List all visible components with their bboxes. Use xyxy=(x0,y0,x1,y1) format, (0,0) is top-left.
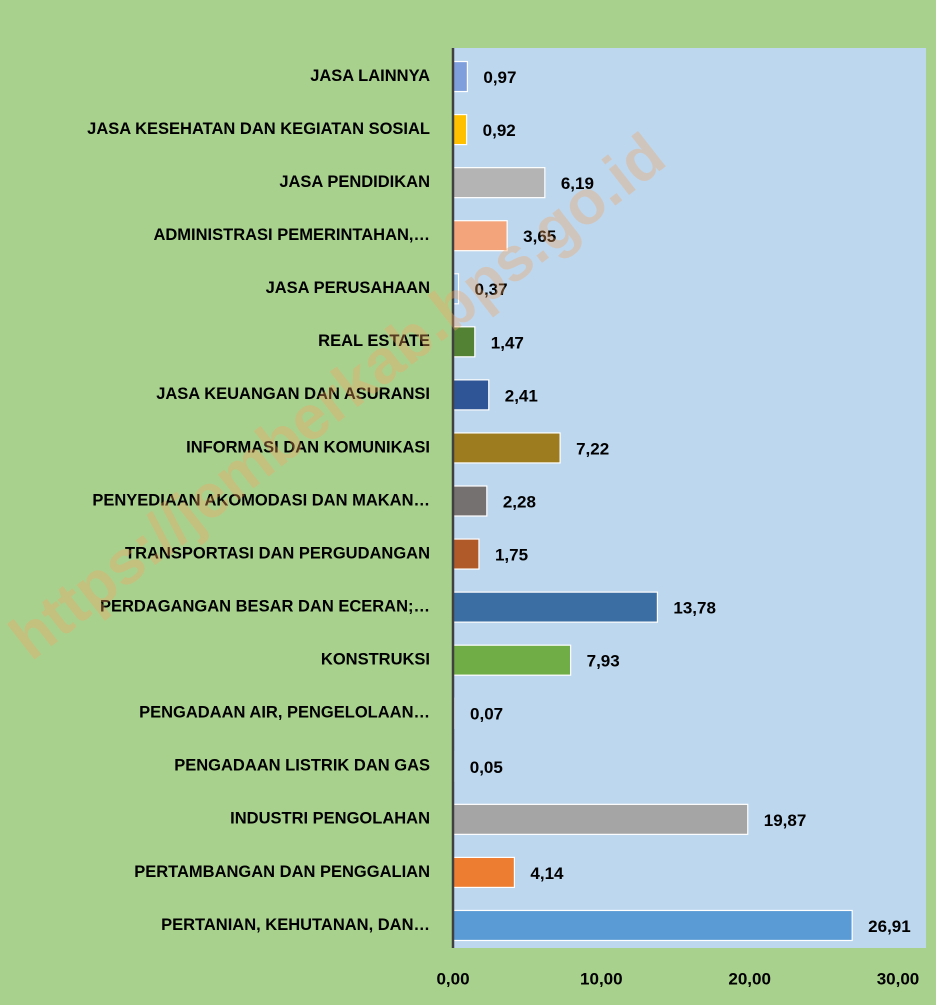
y-tick-label: PERTAMBANGAN DAN PENGGALIAN xyxy=(134,863,430,881)
bar xyxy=(452,856,516,889)
x-tick-label: 10,00 xyxy=(580,969,623,988)
y-tick-label: JASA KESEHATAN DAN KEGIATAN SOSIAL xyxy=(87,120,430,138)
y-tick-label: PENGADAAN AIR, PENGELOLAAN… xyxy=(139,704,430,722)
x-tick-label: 30,00 xyxy=(877,969,920,988)
data-label: 7,93 xyxy=(587,652,620,671)
bar xyxy=(452,432,561,464)
y-tick-label: PERDAGANGAN BESAR DAN ECERAN;… xyxy=(100,597,430,615)
y-tick-label: INDUSTRI PENGOLAHAN xyxy=(230,810,430,828)
y-tick-label: KONSTRUKSI xyxy=(321,651,430,669)
bar xyxy=(452,644,572,676)
y-tick-label: JASA LAINNYA xyxy=(310,67,430,85)
y-tick-label: JASA KEUANGAN DAN ASURANSI xyxy=(156,385,430,403)
bar xyxy=(452,803,749,835)
y-tick-label: JASA PENDIDIKAN xyxy=(279,173,430,191)
bar xyxy=(452,591,659,623)
data-label: 13,78 xyxy=(673,599,716,618)
data-label: 4,14 xyxy=(530,864,564,883)
data-label: 0,37 xyxy=(474,280,507,299)
y-tick-label: INFORMASI DAN KOMUNIKASI xyxy=(186,438,430,456)
y-tick-label: REAL ESTATE xyxy=(318,332,430,350)
y-tick-label: JASA PERUSAHAAN xyxy=(266,279,430,297)
data-label: 1,47 xyxy=(491,333,524,352)
data-label: 1,75 xyxy=(495,546,528,565)
x-tick-label: 0,00 xyxy=(436,969,469,988)
bar xyxy=(452,379,490,411)
data-label: 3,65 xyxy=(523,227,556,246)
bar xyxy=(452,485,488,517)
data-label: 0,07 xyxy=(470,705,503,724)
data-label: 2,41 xyxy=(505,386,538,405)
data-label: 0,97 xyxy=(483,68,516,87)
bar xyxy=(452,538,480,570)
data-label: 0,92 xyxy=(483,121,516,140)
y-tick-label: PENGADAAN LISTRIK DAN GAS xyxy=(174,757,430,775)
bar xyxy=(452,909,853,942)
y-tick-label: PERTANIAN, KEHUTANAN, DAN… xyxy=(161,916,430,934)
data-label: 26,91 xyxy=(868,917,911,936)
data-label: 6,19 xyxy=(561,174,594,193)
data-label: 7,22 xyxy=(576,439,609,458)
bar xyxy=(452,220,508,252)
data-label: 0,05 xyxy=(470,758,503,777)
data-label: 2,28 xyxy=(503,492,536,511)
y-tick-label: ADMINISTRASI PEMERINTAHAN,… xyxy=(153,226,430,244)
data-label: 19,87 xyxy=(764,811,807,830)
y-tick-label: PENYEDIAAN AKOMODASI DAN MAKAN… xyxy=(92,491,430,509)
bar xyxy=(452,113,468,146)
bar xyxy=(452,167,546,199)
bar xyxy=(452,60,468,93)
x-tick-label: 20,00 xyxy=(728,969,771,988)
y-tick-label: TRANSPORTASI DAN PERGUDANGAN xyxy=(125,544,430,562)
